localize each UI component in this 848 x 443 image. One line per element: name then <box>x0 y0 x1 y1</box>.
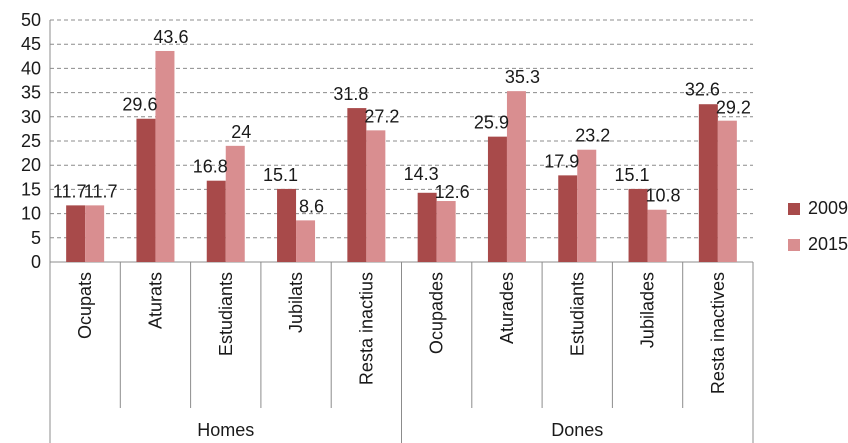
y-tick-label: 0 <box>31 252 41 272</box>
y-tick-label: 5 <box>31 228 41 248</box>
data-label-2009: 15.1 <box>263 165 298 185</box>
bar-2015 <box>436 201 456 262</box>
x-tick-label: Resta inactives <box>708 272 728 394</box>
bar-2015 <box>577 149 597 262</box>
x-tick-label: Aturats <box>145 272 165 329</box>
bar-2009 <box>487 136 507 262</box>
x-tick-label: Aturades <box>497 272 517 344</box>
bar-2015 <box>225 145 245 262</box>
x-tick-label: Jubilats <box>286 272 306 333</box>
legend-swatch-2015 <box>788 238 800 251</box>
data-label-2009: 31.8 <box>333 84 368 104</box>
bar-2009 <box>698 104 718 262</box>
data-label-2015: 10.8 <box>646 186 681 206</box>
data-label-2015: 23.2 <box>575 126 610 146</box>
bar-2015 <box>85 205 105 262</box>
y-tick-label: 10 <box>21 204 41 224</box>
group-label: Homes <box>197 420 254 440</box>
x-tick-label: Estudiants <box>216 272 236 356</box>
y-tick-label: 40 <box>21 58 41 78</box>
y-tick-label: 20 <box>21 155 41 175</box>
bar-2015 <box>155 50 175 263</box>
bar-2009 <box>558 175 578 262</box>
bar-2009 <box>66 205 86 262</box>
legend-swatch-2009 <box>788 202 800 215</box>
bar-2015 <box>366 130 386 262</box>
x-tick-label: Jubilades <box>638 272 658 348</box>
legend-item-2009: 2009 <box>788 198 848 219</box>
data-label-2015: 8.6 <box>299 196 324 216</box>
bar-2009 <box>417 192 437 262</box>
x-tick-label: Resta inactius <box>356 272 376 385</box>
bar-2015 <box>296 220 316 262</box>
bar-2015 <box>717 120 737 262</box>
y-tick-label: 50 <box>21 10 41 30</box>
bar-2015 <box>506 91 526 262</box>
data-label-2015: 11.7 <box>84 181 118 201</box>
y-tick-label: 25 <box>21 131 41 151</box>
bar-2009 <box>277 188 297 262</box>
data-label-2015: 43.6 <box>153 27 188 47</box>
data-label-2015: 29.2 <box>716 97 751 117</box>
legend-label-2015: 2015 <box>808 234 848 254</box>
group-label: Dones <box>551 420 603 440</box>
data-label-2009: 17.9 <box>544 151 579 171</box>
y-tick-label: 15 <box>21 179 41 199</box>
legend-label-2009: 2009 <box>808 198 848 218</box>
data-label-2009: 32.6 <box>685 79 720 99</box>
bar-2009 <box>628 188 648 262</box>
data-label-2009: 16.8 <box>193 157 228 177</box>
data-label-2015: 24 <box>231 122 251 142</box>
bar-2009 <box>206 180 226 262</box>
data-label-2009: 11.7 <box>53 181 87 201</box>
x-tick-label: Estudiants <box>567 272 587 356</box>
y-tick-label: 30 <box>21 107 41 127</box>
legend-item-2015: 2015 <box>788 234 848 255</box>
data-label-2009: 29.6 <box>122 95 157 115</box>
bar-2015 <box>647 209 667 262</box>
data-label-2009: 25.9 <box>474 113 509 133</box>
data-label-2009: 14.3 <box>404 164 439 184</box>
bar-2009 <box>347 108 367 262</box>
data-label-2015: 27.2 <box>364 106 399 126</box>
y-tick-label: 35 <box>21 83 41 103</box>
bar-2009 <box>136 118 156 263</box>
y-tick-label: 45 <box>21 34 41 54</box>
data-label-2009: 15.1 <box>615 165 650 185</box>
data-label-2015: 12.6 <box>435 182 470 202</box>
data-label-2015: 35.3 <box>505 67 540 87</box>
x-tick-label: Ocupats <box>75 272 95 339</box>
x-tick-label: Ocupades <box>427 272 447 354</box>
